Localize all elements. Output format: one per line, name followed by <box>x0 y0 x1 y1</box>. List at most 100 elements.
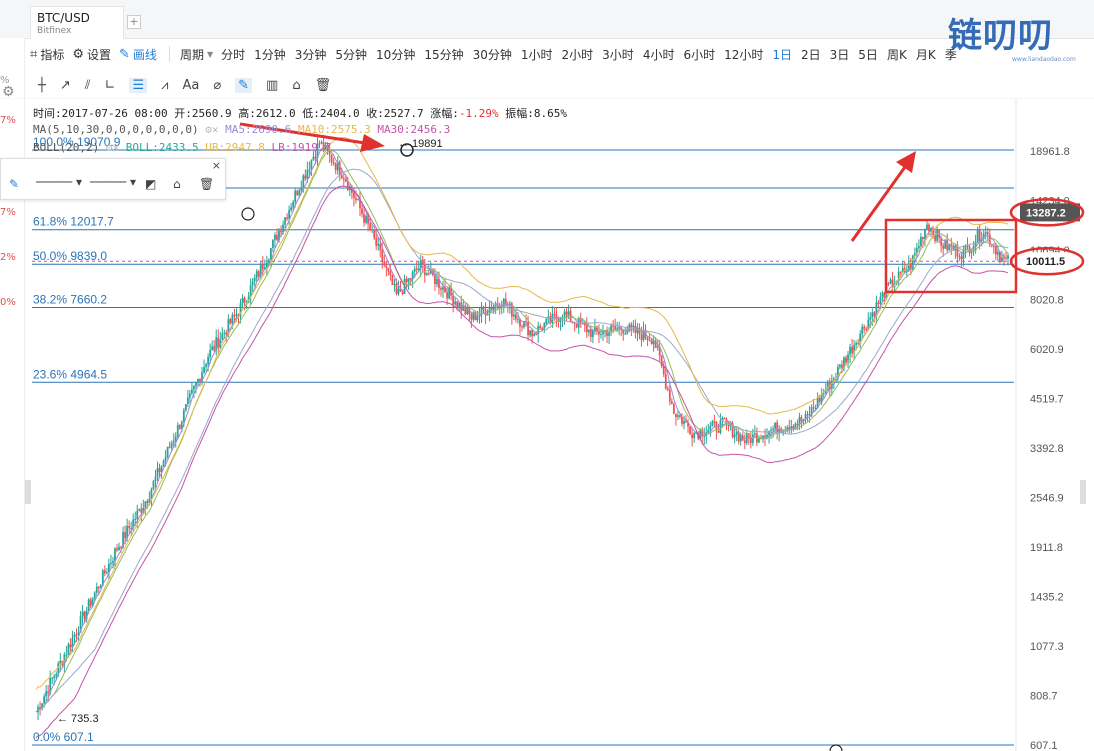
close-label: 收: <box>366 107 384 120</box>
candle-body <box>672 404 675 414</box>
crosshair-tool-icon[interactable]: ┼ <box>38 77 46 93</box>
candle-body <box>529 330 531 336</box>
period-option[interactable]: 6小时 <box>683 47 716 62</box>
close-icon[interactable]: × <box>211 159 221 172</box>
candle-body <box>417 268 420 271</box>
period-option[interactable]: 1日 <box>772 47 793 62</box>
text-tool-icon[interactable]: Aa <box>182 77 200 93</box>
period-option[interactable]: 12小时 <box>724 47 764 62</box>
candle-body <box>891 279 894 288</box>
period-option[interactable]: 季 <box>944 47 957 62</box>
period-option[interactable]: 月K <box>915 47 936 62</box>
candle-body <box>934 234 936 241</box>
wave-tool-icon[interactable]: ⩘ <box>161 77 169 93</box>
boll-close-icon[interactable]: ✕ <box>112 141 120 154</box>
candle-body <box>545 318 548 324</box>
trash-tool-icon[interactable]: 🗑 <box>314 77 332 93</box>
indicator-button[interactable]: ⌗ 指标 <box>30 46 64 63</box>
high-label: 高: <box>238 107 256 120</box>
candle-body <box>909 263 912 270</box>
symbol-tab[interactable]: BTC/USD Bitfinex <box>30 6 124 39</box>
candle-body <box>286 217 288 219</box>
price-chart[interactable]: 18961.814234.010694.08020.86020.94519.73… <box>0 98 1094 751</box>
candle-body <box>794 423 797 429</box>
pen-tool-icon[interactable]: ✎ <box>235 77 253 93</box>
period-option[interactable]: 1小时 <box>520 47 553 62</box>
period-option[interactable]: 15分钟 <box>424 47 464 62</box>
candle-body <box>630 324 633 328</box>
ma-close-icon[interactable]: ✕ <box>211 123 219 136</box>
boll-mid-value: BOLL:2433.5 <box>125 141 199 154</box>
period-option[interactable]: 30分钟 <box>472 47 512 62</box>
period-option[interactable]: 周K <box>886 47 907 62</box>
candle-body <box>798 417 801 425</box>
candle-body <box>729 423 732 427</box>
period-option[interactable]: 分时 <box>221 47 246 62</box>
low-annotation: ← 735.3 <box>57 713 99 725</box>
candle-body <box>646 337 649 340</box>
candle-body <box>476 316 479 321</box>
candle-body <box>837 367 839 379</box>
pencil-icon[interactable]: ✎ <box>9 177 20 191</box>
candle-body <box>907 263 910 271</box>
candle-body <box>223 332 226 334</box>
add-tab-button[interactable]: + <box>127 15 141 29</box>
candle-body <box>527 321 529 336</box>
period-option[interactable]: 10分钟 <box>376 47 416 62</box>
period-option[interactable]: 1分钟 <box>254 47 286 62</box>
period-option[interactable]: 2小时 <box>561 47 594 62</box>
candle-body <box>737 432 740 442</box>
channel-tool-icon[interactable]: ⫽ <box>84 77 91 93</box>
candle-body <box>675 413 677 417</box>
candle-body <box>45 691 48 697</box>
candle-body <box>274 234 276 240</box>
magnet-tool-icon[interactable]: ▥ <box>266 77 279 93</box>
line-width-dropdown[interactable]: ───── ▾ <box>90 175 136 189</box>
candle-body <box>602 330 604 335</box>
boll-legend: BOLL(20,2) ⚙✕ BOLL:2433.5 UB:2947.8 LB:1… <box>33 141 331 154</box>
color-fill-icon[interactable]: ◩ <box>145 177 157 191</box>
trendline-tool-icon[interactable]: ↗ <box>59 77 71 93</box>
period-menu[interactable]: 周期 ▼ <box>180 46 213 63</box>
lock-icon[interactable]: ⌂ <box>173 177 181 191</box>
candle-body <box>636 327 639 333</box>
candle-body <box>976 230 979 243</box>
candle-body <box>770 429 772 431</box>
period-label: 周期 <box>179 47 204 62</box>
eraser-tool-icon[interactable]: ⌀ <box>213 77 222 93</box>
candle-body <box>144 501 147 508</box>
candle-body <box>132 519 135 529</box>
ma-settings-icon[interactable]: ⚙ <box>205 123 212 136</box>
candle-body <box>371 229 374 231</box>
candle-body <box>51 678 54 680</box>
gear-icon[interactable]: ⚙ <box>2 84 15 100</box>
fib-level-label: 100.0% 19070.9 <box>33 135 121 149</box>
lock-tool-icon[interactable]: ⌂ <box>292 77 301 93</box>
candle-body <box>251 281 254 286</box>
angle-tool-icon[interactable]: ∟ <box>104 77 116 93</box>
candle-body <box>180 421 183 429</box>
candle-body <box>735 432 738 435</box>
scroll-left-handle[interactable] <box>25 480 31 504</box>
candle-body <box>687 422 689 427</box>
period-option[interactable]: 5分钟 <box>335 47 368 62</box>
candle-body <box>589 329 592 337</box>
period-option[interactable]: 5日 <box>858 47 878 62</box>
period-option[interactable]: 4小时 <box>642 47 675 62</box>
period-option[interactable]: 2日 <box>801 47 821 62</box>
draw-button[interactable]: ✎ 画线 <box>119 46 157 63</box>
candle-body <box>298 190 301 196</box>
period-option[interactable]: 3小时 <box>602 47 634 62</box>
candle-body <box>39 707 41 710</box>
candle-body <box>723 417 726 420</box>
boll-settings-icon[interactable]: ⚙ <box>105 141 113 154</box>
candle-body <box>922 236 924 240</box>
fibonacci-tool-icon[interactable]: ☰ <box>129 77 148 93</box>
candle-body <box>782 431 785 433</box>
period-option[interactable]: 3日 <box>829 47 850 62</box>
period-option[interactable]: 3分钟 <box>294 47 327 62</box>
scroll-right-handle[interactable] <box>1080 480 1086 504</box>
trash-icon[interactable]: 🗑 <box>199 177 215 191</box>
line-style-dropdown[interactable]: ───── ▾ <box>36 175 82 189</box>
settings-button[interactable]: ⚙ 设置 <box>72 46 111 63</box>
